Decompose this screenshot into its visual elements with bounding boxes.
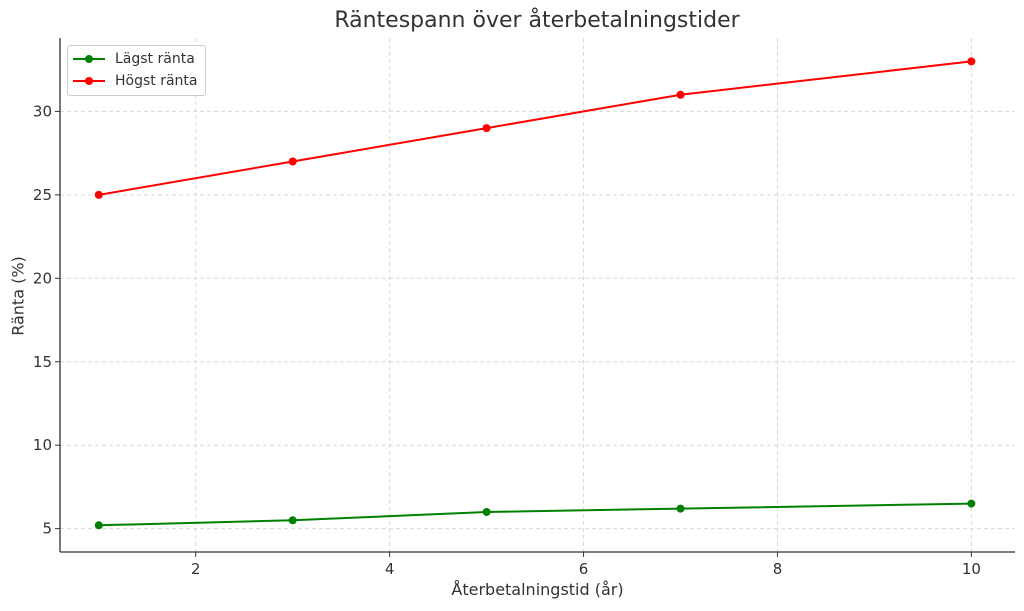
series-line — [98, 60, 972, 196]
y-tick-label: 30 — [33, 102, 52, 120]
legend: Lägst ränta Högst ränta — [67, 45, 206, 96]
x-tick-label: 2 — [191, 560, 201, 578]
data-point — [288, 157, 297, 166]
x-axis-label: Återbetalningstid (år) — [451, 580, 624, 599]
x-tick-label: 6 — [579, 560, 589, 578]
data-point — [482, 124, 491, 133]
x-tick-label: 8 — [773, 560, 783, 578]
y-tick-label: 25 — [33, 186, 52, 204]
y-tick-label: 15 — [33, 353, 52, 371]
legend-item-lowest: Lägst ränta — [68, 50, 195, 68]
y-tick-label: 20 — [33, 269, 52, 287]
axes: 2 4 6 8 10 5 10 15 20 25 30 — [33, 38, 1015, 578]
x-tick-label: 4 — [385, 560, 395, 578]
data-point — [676, 504, 685, 513]
data-series — [94, 57, 976, 530]
grid-lines — [60, 38, 1015, 552]
series-line — [98, 502, 972, 527]
y-axis-label: Ränta (%) — [8, 256, 28, 336]
data-point — [94, 521, 103, 530]
legend-label: Lägst ränta — [115, 51, 195, 67]
data-point — [288, 516, 297, 525]
y-tick-label: 10 — [33, 436, 52, 454]
legend-line-marker-icon — [73, 77, 105, 85]
data-point — [967, 57, 976, 66]
legend-label: Högst ränta — [115, 73, 198, 89]
data-point — [676, 90, 685, 99]
data-point — [482, 507, 491, 516]
data-point — [94, 190, 103, 199]
x-tick-label: 10 — [962, 560, 981, 578]
data-point — [967, 499, 976, 508]
chart-title: Räntespann över återbetalningstider — [334, 8, 740, 33]
legend-line-marker-icon — [73, 55, 105, 63]
y-tick-label: 5 — [42, 520, 52, 538]
legend-item-highest: Högst ränta — [68, 72, 198, 90]
